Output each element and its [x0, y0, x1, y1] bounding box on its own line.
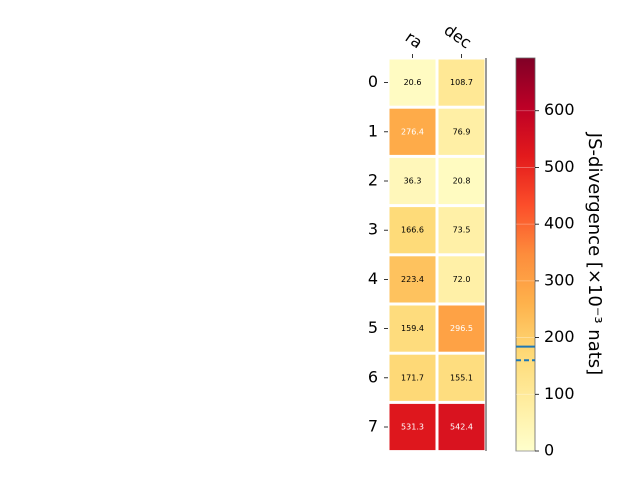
colorbar-reference-lines — [516, 345, 535, 362]
heatmap-cell — [389, 354, 436, 401]
x-tick-label: ra — [402, 27, 426, 52]
cell-value-label: 296.5 — [450, 324, 473, 333]
heatmap-cell — [438, 207, 485, 254]
colorbar-tick-label: 300 — [544, 270, 575, 289]
cell-value-label: 171.7 — [401, 373, 424, 382]
y-tick-label: 0 — [368, 72, 378, 91]
heatmap-cell — [389, 256, 436, 303]
cell-value-label: 36.3 — [404, 177, 422, 186]
y-tick-label: 5 — [368, 318, 378, 337]
heatmap-cell — [389, 305, 436, 352]
heatmap-cell — [389, 157, 436, 205]
heatmap-cell — [438, 157, 485, 205]
cell-value-label: 166.6 — [401, 226, 424, 235]
y-tick-label: 1 — [368, 121, 378, 140]
heatmap-cell — [389, 403, 436, 451]
cell-value-label: 223.4 — [401, 275, 424, 284]
heatmap-cell — [438, 256, 485, 303]
y-tick-label: 2 — [368, 171, 378, 190]
colorbar-ticks: 0 100 200 300 400 500 600 — [516, 100, 575, 460]
heatmap-cells — [389, 59, 485, 451]
cell-value-label: 276.4 — [401, 127, 424, 136]
x-tick-label: dec — [441, 20, 475, 52]
cell-value-label: 20.8 — [453, 177, 471, 186]
heatmap-cell — [438, 108, 485, 155]
colorbar-tick-label: 400 — [544, 214, 575, 233]
heatmap-cell — [389, 59, 436, 106]
cell-value-label: 542.4 — [450, 423, 473, 432]
heatmap-cell — [389, 108, 436, 155]
cell-value-label: 73.5 — [453, 226, 471, 235]
cell-value-label: 155.1 — [450, 373, 473, 382]
colorbar — [515, 57, 536, 452]
colorbar-tick-label: 200 — [544, 327, 575, 346]
y-tick-label: 6 — [368, 367, 378, 386]
cell-value-label: 531.3 — [401, 423, 424, 432]
cell-value-label: 76.9 — [453, 127, 471, 136]
heatmap-cell-labels: 20.6 108.7 276.4 76.9 36.3 20.8 166.6 73.5 223.4… — [401, 78, 473, 431]
y-tick-label: 4 — [368, 269, 378, 288]
heatmap-cell — [438, 354, 485, 401]
heatmap-cell — [438, 305, 485, 352]
cell-value-label: 159.4 — [401, 324, 424, 333]
colorbar-label: JS-divergence [×10⁻³ nats] — [584, 132, 605, 375]
heatmap-cell — [438, 403, 485, 451]
y-axis-ticks: 0 1 2 3 4 5 6 7 — [368, 72, 388, 436]
x-axis-ticks: ra dec — [402, 20, 475, 58]
y-tick-label: 3 — [368, 220, 378, 239]
cell-value-label: 108.7 — [450, 78, 473, 87]
y-tick-label: 7 — [368, 417, 378, 436]
colorbar-tick-label: 600 — [544, 100, 575, 119]
heatmap-cell — [438, 59, 485, 106]
colorbar-tick-label: 500 — [544, 157, 575, 176]
cell-value-label: 72.0 — [453, 275, 471, 284]
colorbar-tick-label: 100 — [544, 384, 575, 403]
cell-value-label: 20.6 — [404, 78, 422, 87]
colorbar-tick-label: 0 — [544, 441, 554, 460]
heatmap-cell — [389, 207, 436, 254]
